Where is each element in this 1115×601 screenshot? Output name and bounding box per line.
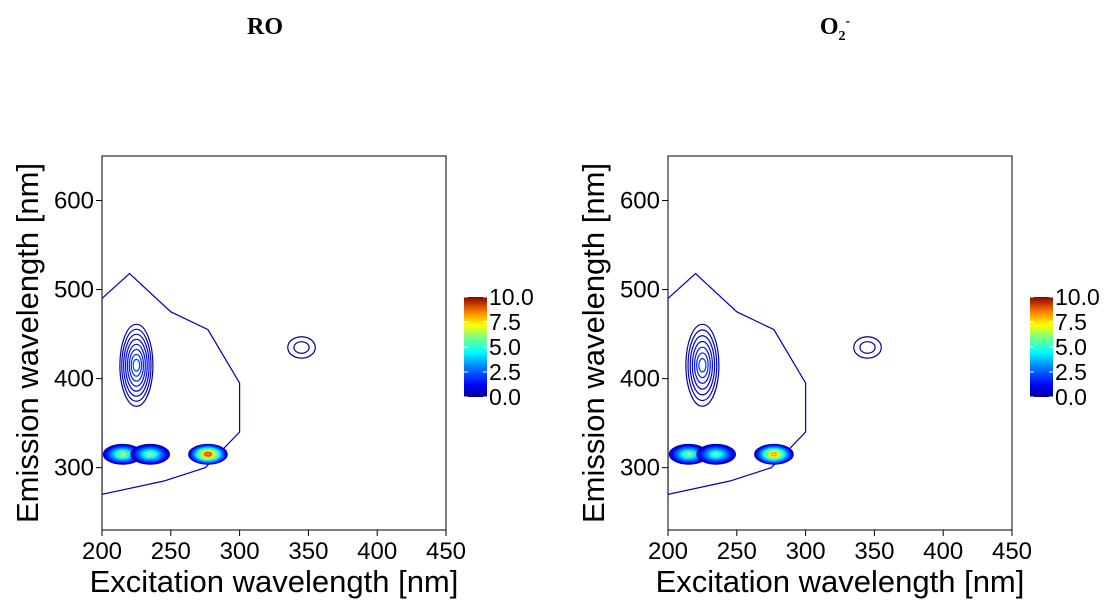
contour-peak xyxy=(668,443,709,465)
axes: 200 250 300 350 400 450 300 400 500 600 Excitation… xyxy=(10,155,466,599)
chart-title-ro: RO xyxy=(247,14,283,40)
chart-panel-o2: 200 250 300 350 400 450 300 400 500 600 Excitation… xyxy=(576,155,1100,599)
y-tick-label: 300 xyxy=(620,455,660,482)
x-tick-label: 400 xyxy=(357,538,397,565)
contour-line xyxy=(128,348,145,382)
y-tick-label: 400 xyxy=(620,366,660,393)
colorbar-tick-label: 2.5 xyxy=(1055,359,1087,385)
colorbar: 0.02.55.07.510.0 xyxy=(1030,284,1100,410)
colorbar-tick-label: 7.5 xyxy=(1055,309,1087,335)
contour-line xyxy=(859,341,876,354)
y-tick-label: 500 xyxy=(54,277,94,304)
contour-peak xyxy=(130,443,171,465)
contour-line xyxy=(119,323,154,407)
contour-line xyxy=(853,336,882,359)
contour-line xyxy=(771,452,777,457)
contour-line xyxy=(132,358,141,372)
contour-line xyxy=(130,353,143,377)
y-tick-label: 500 xyxy=(620,277,660,304)
contour-line xyxy=(124,338,148,392)
contour-peak xyxy=(287,336,316,359)
y-tick-label: 600 xyxy=(54,188,94,215)
contour-peak xyxy=(696,443,737,465)
contour-line xyxy=(698,358,707,373)
contour-line xyxy=(293,341,310,354)
contour-line xyxy=(119,452,126,457)
contour-envelope xyxy=(668,272,807,495)
x-axis-label: Excitation wavelength [nm] xyxy=(90,564,459,599)
contour-envelope xyxy=(102,272,241,495)
x-tick-label: 300 xyxy=(786,538,826,565)
y-tick-label: 300 xyxy=(54,455,94,482)
x-tick-label: 250 xyxy=(151,538,191,565)
plot-frame xyxy=(667,155,1013,531)
y-axis-label: Emission wavelength [nm] xyxy=(576,163,611,523)
colorbar-tick-label: 2.5 xyxy=(489,359,521,385)
contour-line xyxy=(696,352,709,379)
contour-line xyxy=(287,336,316,359)
y-tick-label: 600 xyxy=(620,188,660,215)
contour-peak xyxy=(119,323,154,407)
axes: 200 250 300 350 400 450 300 400 500 600 Excitation… xyxy=(576,155,1032,599)
colorbar-gradient xyxy=(464,297,487,397)
colorbar-tick-label: 5.0 xyxy=(1055,334,1087,360)
colorbar: 0.02.55.07.510.0 xyxy=(464,284,534,410)
x-tick-label: 350 xyxy=(854,538,894,565)
x-tick-label: 250 xyxy=(717,538,757,565)
contour-line xyxy=(713,452,720,457)
contour-plot-area xyxy=(102,272,316,495)
contour-line xyxy=(687,329,718,402)
x-tick-label: 300 xyxy=(220,538,260,565)
colorbar-tick-label: 0.0 xyxy=(489,384,521,410)
plot-frame xyxy=(101,155,447,531)
contour-peak xyxy=(853,336,882,359)
colorbar-tick-label: 10.0 xyxy=(489,284,534,310)
x-tick-label: 200 xyxy=(82,538,122,565)
x-tick-label: 200 xyxy=(648,538,688,565)
contour-line xyxy=(689,335,716,396)
contour-peak xyxy=(188,443,228,465)
contour-line xyxy=(121,328,152,402)
contour-plot-area xyxy=(668,272,882,495)
contour-line xyxy=(123,333,150,397)
colorbar-tick-label: 7.5 xyxy=(489,309,521,335)
x-tick-label: 400 xyxy=(923,538,963,565)
contour-peak xyxy=(754,443,794,465)
y-tick-label: 400 xyxy=(54,366,94,393)
contour-line xyxy=(691,340,714,390)
contour-peak xyxy=(685,323,720,407)
colorbar-tick-label: 5.0 xyxy=(489,334,521,360)
x-axis-label: Excitation wavelength [nm] xyxy=(656,564,1025,599)
colorbar-tick-label: 0.0 xyxy=(1055,384,1087,410)
x-tick-label: 450 xyxy=(992,538,1032,565)
contour-line xyxy=(693,346,711,384)
x-tick-label: 450 xyxy=(426,538,466,565)
colorbar-gradient xyxy=(1030,297,1053,397)
y-axis-label: Emission wavelength [nm] xyxy=(10,163,45,523)
contour-line xyxy=(147,452,154,457)
chart-title-o2: O2- xyxy=(819,14,851,44)
contour-line xyxy=(685,452,692,457)
contour-line xyxy=(685,323,720,407)
contour-line xyxy=(205,452,211,457)
colorbar-tick-label: 10.0 xyxy=(1055,284,1100,310)
chart-panel-ro: 200 250 300 350 400 450 300 400 500 600 Excitation… xyxy=(10,155,534,599)
x-tick-label: 350 xyxy=(288,538,328,565)
contour-line xyxy=(126,343,146,387)
